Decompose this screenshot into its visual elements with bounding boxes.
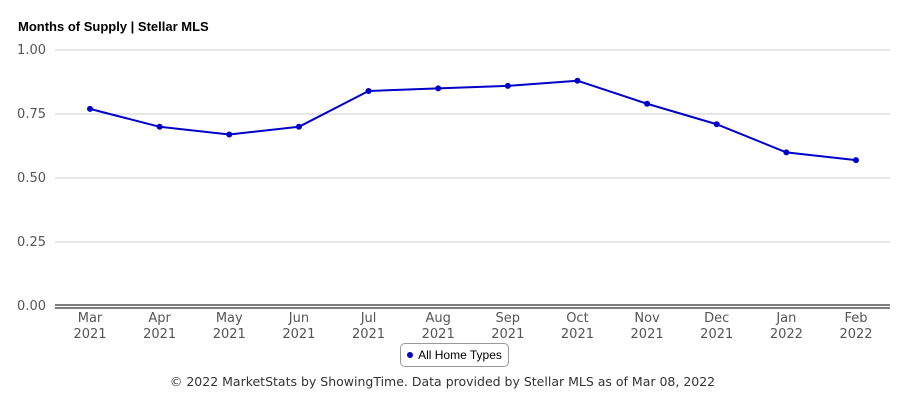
x-tick-label: Feb (844, 311, 867, 326)
data-point (365, 87, 372, 94)
x-tick-label: 2022 (839, 327, 872, 342)
data-point (574, 77, 581, 84)
x-tick-label: Jan (775, 311, 796, 326)
legend-label: All Home Types (418, 348, 502, 362)
footer-credit: © 2022 MarketStats by ShowingTime. Data … (169, 374, 716, 389)
y-tick-label: 0.00 (17, 299, 46, 314)
y-tick-label: 1.00 (17, 43, 46, 58)
x-tick-label: 2021 (422, 327, 455, 342)
x-tick-label: 2021 (213, 327, 246, 342)
y-tick-label: 0.50 (17, 171, 46, 186)
data-point (435, 85, 442, 92)
y-tick-label: 0.75 (17, 107, 46, 122)
data-point (226, 131, 233, 138)
data-point (87, 105, 93, 112)
legend-marker-icon (407, 352, 414, 358)
x-tick-label: 2021 (700, 327, 733, 342)
data-point (783, 149, 790, 156)
y-tick-label: 0.25 (17, 235, 46, 250)
series-line (89, 79, 857, 162)
x-tick-label: Jun (288, 311, 309, 326)
x-tick-label: 2021 (631, 327, 664, 342)
x-tick-label: Dec (704, 311, 729, 326)
x-tick-label: 2021 (73, 327, 106, 342)
x-tick-label: 2021 (282, 327, 315, 342)
x-tick-label: 2022 (770, 327, 803, 342)
x-tick-label: Mar (78, 311, 103, 326)
x-tick-label: 2021 (143, 327, 176, 342)
x-tick-label: Aug (425, 311, 450, 326)
data-point (295, 123, 302, 130)
x-tick-label: May (216, 311, 243, 326)
x-tick-label: Oct (566, 311, 588, 326)
x-tick-label: Jul (360, 311, 377, 326)
data-point (713, 121, 720, 128)
data-point (644, 100, 651, 107)
x-tick-label: Apr (148, 311, 171, 326)
legend[interactable]: All Home Types (400, 343, 509, 367)
chart-title: Months of Supply | Stellar MLS (18, 19, 209, 34)
x-tick-label: 2021 (561, 327, 594, 342)
x-tick-label: 2021 (352, 327, 385, 342)
x-tick-label: Nov (634, 311, 660, 326)
data-point (156, 123, 163, 130)
data-point (504, 82, 511, 89)
x-tick-label: 2021 (491, 327, 524, 342)
x-tick-label: Sep (496, 311, 521, 326)
data-point (853, 157, 859, 164)
